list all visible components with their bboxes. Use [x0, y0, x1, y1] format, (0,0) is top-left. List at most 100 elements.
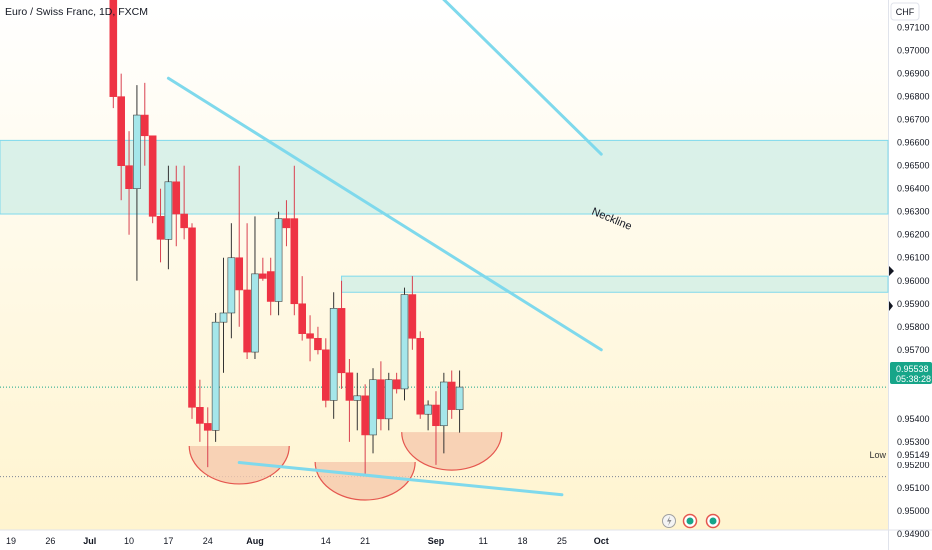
y-tick-label-19: 0.95100: [897, 483, 930, 493]
y-tick-label-21: 0.94900: [897, 529, 930, 539]
candle-body-14: [219, 312, 228, 323]
pattern-arc-outline-2: [401, 432, 503, 471]
candle-body-2: [125, 165, 133, 190]
candle-body-9: [180, 213, 188, 229]
countdown-value: 05:38:28: [896, 374, 931, 384]
candle-body-37: [400, 294, 409, 390]
candle-body-5: [148, 135, 157, 217]
x-tick-label-10: 11: [479, 536, 488, 546]
candle-body-20: [266, 271, 275, 302]
y-tick-label-5: 0.96600: [897, 138, 930, 148]
candle-body-30: [345, 372, 354, 401]
x-tick-label-12: 25: [557, 536, 567, 546]
y-tick-label-17: 0.95300: [897, 437, 930, 447]
low-price-tag: [892, 448, 932, 462]
candle-body-19: [259, 273, 267, 279]
candle-body-43: [447, 381, 456, 410]
candle-body-6: [156, 216, 165, 240]
zone-0: [0, 139, 889, 215]
candle-body-36: [392, 379, 401, 390]
y-tick-label-1: 0.97000: [897, 46, 930, 56]
price-scale-marker-upper: [889, 266, 894, 276]
candle-body-21: [274, 218, 283, 302]
y-tick-label-12: 0.95900: [897, 299, 930, 309]
candle-body-7: [164, 181, 173, 240]
pattern-arc-outline-0: [188, 445, 290, 485]
event-flash-icon[interactable]: [662, 514, 676, 528]
candle-body-33: [369, 379, 377, 436]
y-tick-label-20: 0.95000: [897, 506, 930, 516]
candle-body-41: [432, 404, 440, 427]
x-tick-label-0: 19: [6, 536, 16, 546]
candle-body-1: [117, 96, 125, 166]
x-tick-label-2: Jul: [83, 536, 96, 546]
candle-body-34: [377, 379, 385, 420]
candle-body-3: [133, 114, 141, 190]
candle-body-12: [203, 423, 212, 431]
trendline-2: [442, 0, 603, 156]
pattern-arc-0: [189, 445, 290, 484]
time-axis-background[interactable]: [0, 530, 888, 550]
pattern-arc-2: [401, 432, 502, 471]
x-tick-label-7: 14: [321, 536, 331, 546]
candle-body-8: [172, 181, 181, 215]
y-tick-label-6: 0.96500: [897, 161, 930, 171]
trendlines-layer: [166, 0, 603, 497]
candle-body-18: [251, 273, 259, 353]
y-tick-label-0: 0.97100: [897, 23, 930, 33]
candle-body-38: [408, 294, 417, 339]
y-tick-label-7: 0.96400: [897, 184, 930, 194]
candle-body-32: [361, 395, 369, 436]
x-tick-label-11: 18: [518, 536, 528, 546]
candle-body-15: [227, 257, 236, 314]
low-price-value: 0.95149: [897, 450, 930, 460]
x-tick-label-5: 24: [203, 536, 213, 546]
candle-body-44: [455, 386, 464, 410]
x-tick-label-13: Oct: [594, 536, 609, 546]
candle-body-0: [109, 0, 118, 97]
y-tick-label-9: 0.96200: [897, 230, 930, 240]
candle-body-25: [306, 333, 314, 339]
y-tick-label-10: 0.96100: [897, 253, 930, 263]
candles-layer: [109, 0, 464, 477]
candle-body-31: [353, 395, 362, 401]
candle-body-13: [211, 321, 220, 431]
event-dividend-icon[interactable]: [682, 513, 698, 529]
candle-body-17: [243, 289, 251, 353]
chart-title: Euro / Swiss Franc, 1D, FXCM: [5, 6, 148, 18]
y-tick-label-11: 0.96000: [897, 276, 930, 286]
candle-body-35: [384, 379, 393, 420]
currency-badge[interactable]: [890, 2, 920, 21]
x-tick-label-4: 17: [163, 536, 173, 546]
zones-layer: [0, 139, 889, 293]
candle-body-16: [235, 257, 244, 291]
candle-body-39: [416, 337, 425, 415]
x-tick-label-1: 26: [45, 536, 55, 546]
y-tick-label-2: 0.96900: [897, 69, 930, 79]
candle-body-24: [298, 303, 306, 334]
candle-body-29: [337, 308, 346, 374]
trendline-0: [166, 76, 603, 352]
candle-body-28: [329, 308, 338, 401]
candle-body-22: [282, 218, 291, 229]
trendline-1: [237, 461, 564, 497]
candle-body-11: [196, 407, 204, 424]
candle-body-4: [140, 114, 149, 137]
y-tick-label-13: 0.95800: [897, 322, 930, 332]
y-tick-label-3: 0.96800: [897, 92, 930, 102]
time-axis[interactable]: 19 26 Jul 10 17 24 Aug 14 21 Sep 11 18 25 Oct: [6, 536, 609, 546]
candle-body-27: [321, 349, 330, 401]
x-tick-label-3: 10: [124, 536, 134, 546]
low-label: Low: [869, 450, 886, 460]
event-earnings-icon[interactable]: [705, 513, 721, 529]
last-price-value: 0.95538: [896, 364, 929, 374]
candle-body-42: [440, 381, 448, 427]
candle-body-10: [188, 227, 196, 408]
y-tick-label-16: 0.95400: [897, 414, 930, 424]
y-tick-label-4: 0.96700: [897, 115, 930, 125]
price-scale-marker-lower: [889, 301, 893, 311]
y-tick-label-18: 0.95200: [897, 460, 930, 470]
x-tick-label-9: Sep: [428, 536, 445, 546]
last-price-tag: [890, 362, 932, 384]
